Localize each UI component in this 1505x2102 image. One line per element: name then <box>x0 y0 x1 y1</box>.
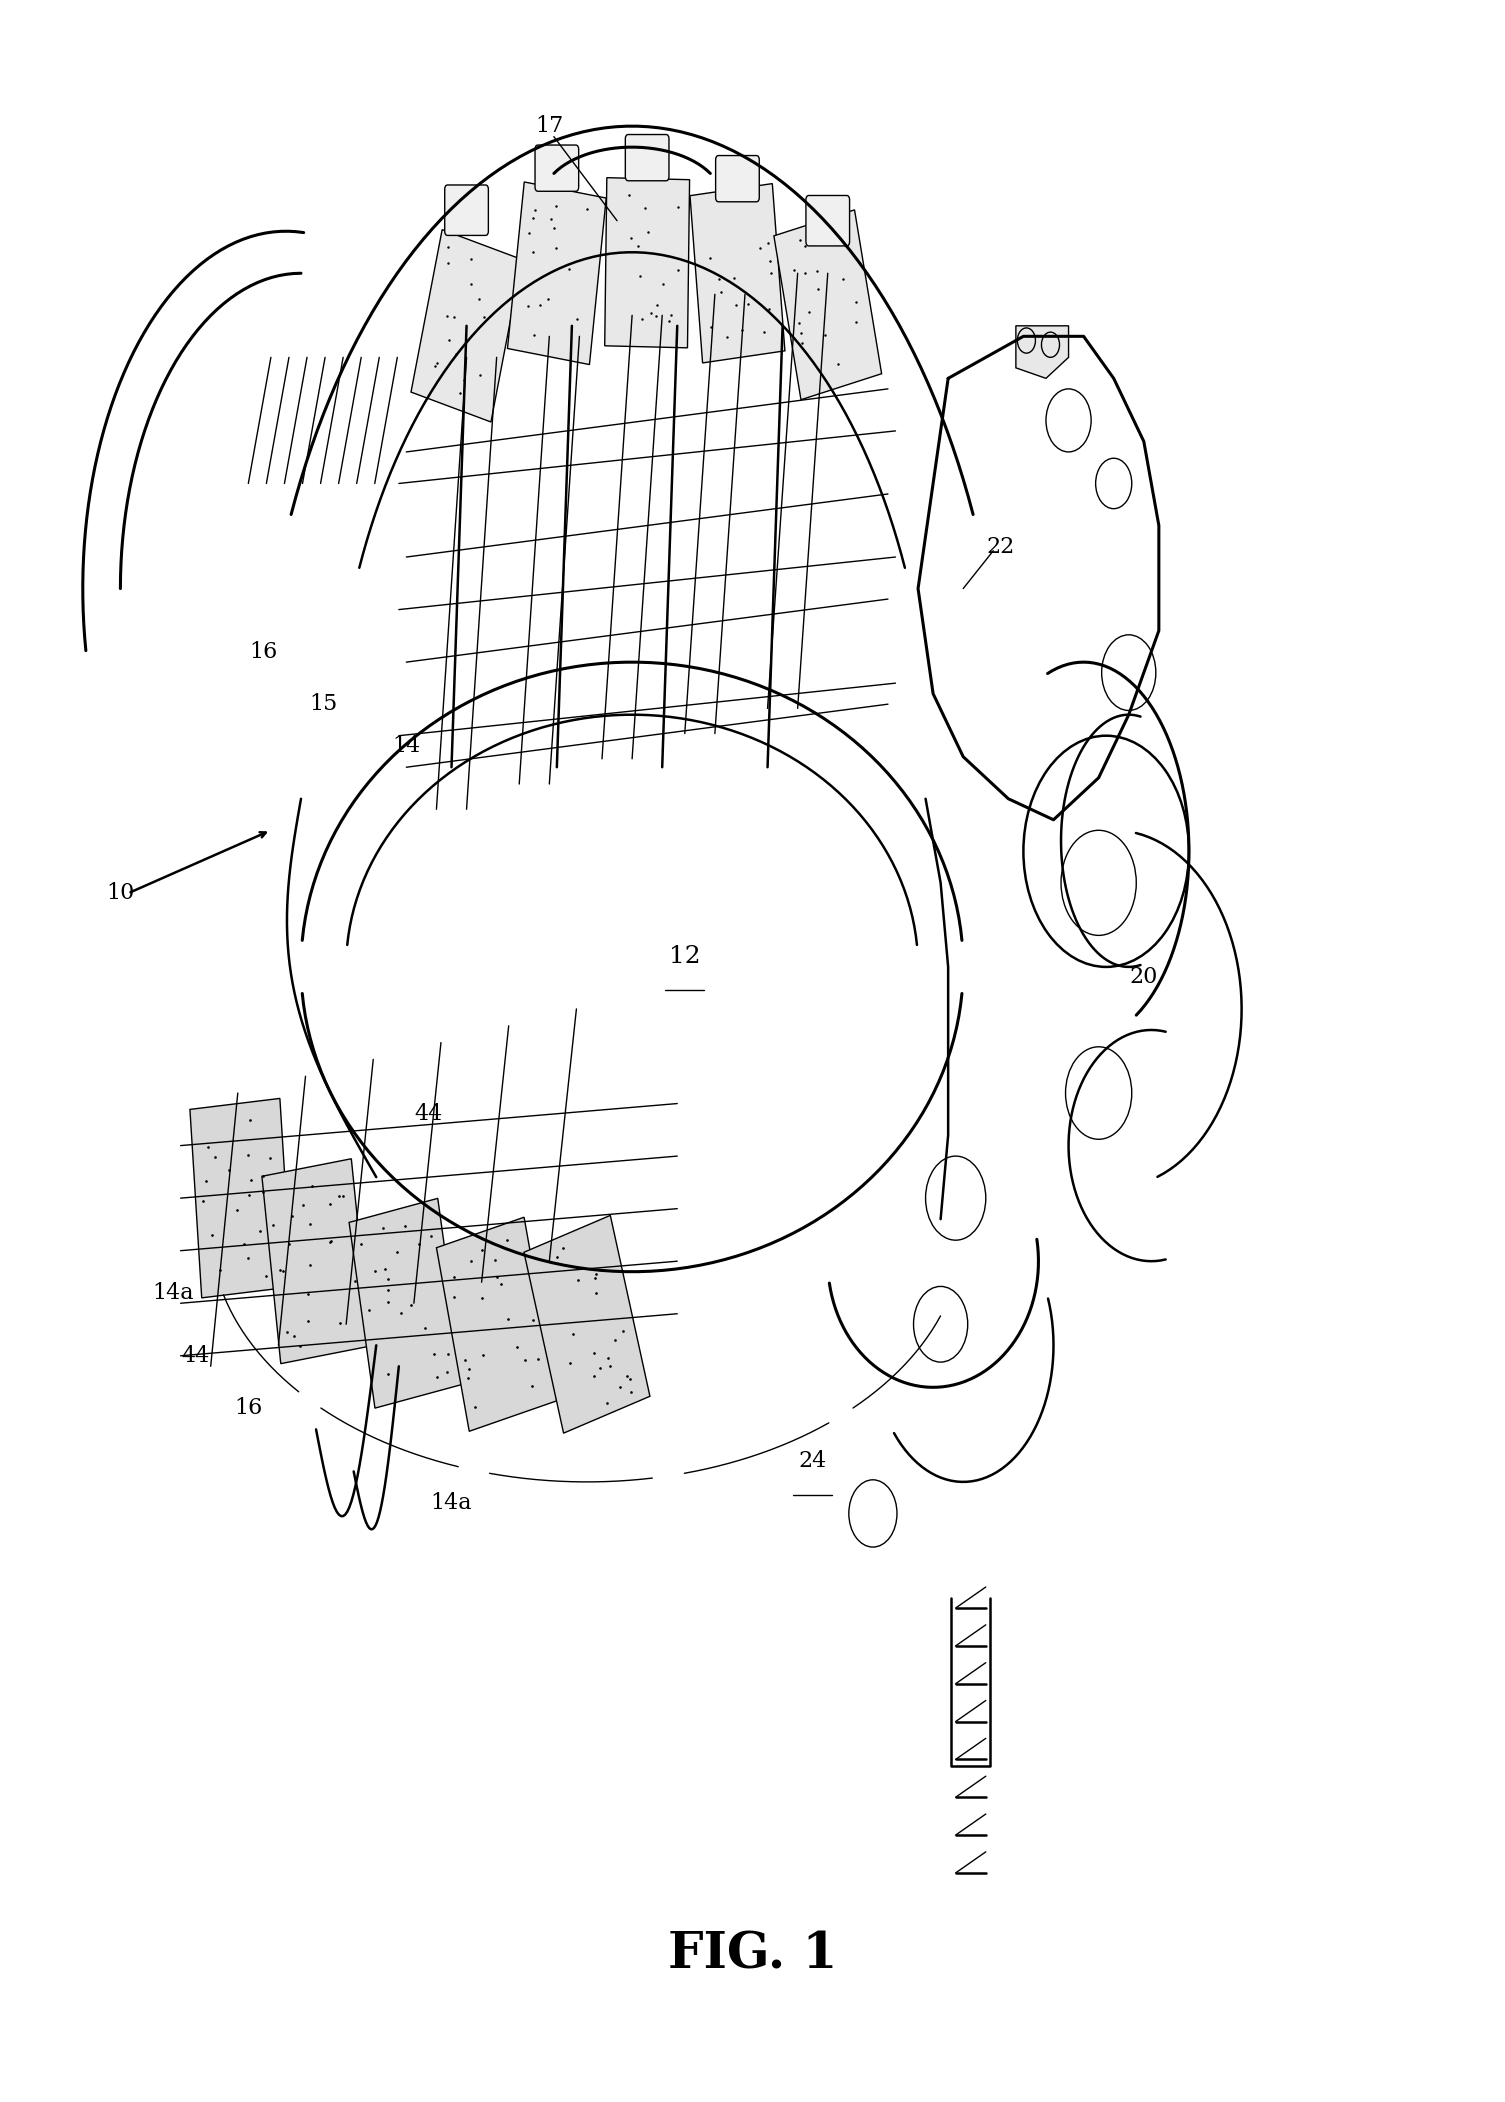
Text: 14a: 14a <box>430 1492 473 1513</box>
Polygon shape <box>349 1198 464 1408</box>
FancyBboxPatch shape <box>807 195 850 246</box>
Polygon shape <box>436 1217 557 1431</box>
Polygon shape <box>262 1158 370 1364</box>
Text: 16: 16 <box>235 1398 262 1419</box>
Text: 14: 14 <box>393 736 420 757</box>
Text: 15: 15 <box>310 694 337 715</box>
Text: 22: 22 <box>987 536 1014 557</box>
Text: 24: 24 <box>799 1450 826 1471</box>
Polygon shape <box>605 179 689 347</box>
Text: 20: 20 <box>1130 967 1157 988</box>
Text: 44: 44 <box>182 1345 209 1366</box>
Text: 10: 10 <box>107 883 134 904</box>
Text: FIG. 1: FIG. 1 <box>668 1930 837 1980</box>
Polygon shape <box>1016 326 1069 378</box>
FancyBboxPatch shape <box>536 145 578 191</box>
Text: 44: 44 <box>415 1104 442 1125</box>
Text: 17: 17 <box>536 116 563 137</box>
Polygon shape <box>411 229 522 423</box>
Polygon shape <box>507 183 607 364</box>
Text: 16: 16 <box>250 641 277 662</box>
FancyBboxPatch shape <box>716 156 759 202</box>
FancyBboxPatch shape <box>445 185 488 235</box>
Polygon shape <box>524 1215 650 1434</box>
Polygon shape <box>689 183 786 364</box>
Text: 12: 12 <box>668 946 701 967</box>
Text: 14a: 14a <box>152 1282 194 1303</box>
Polygon shape <box>190 1099 292 1297</box>
FancyBboxPatch shape <box>626 135 668 181</box>
Polygon shape <box>774 210 882 399</box>
